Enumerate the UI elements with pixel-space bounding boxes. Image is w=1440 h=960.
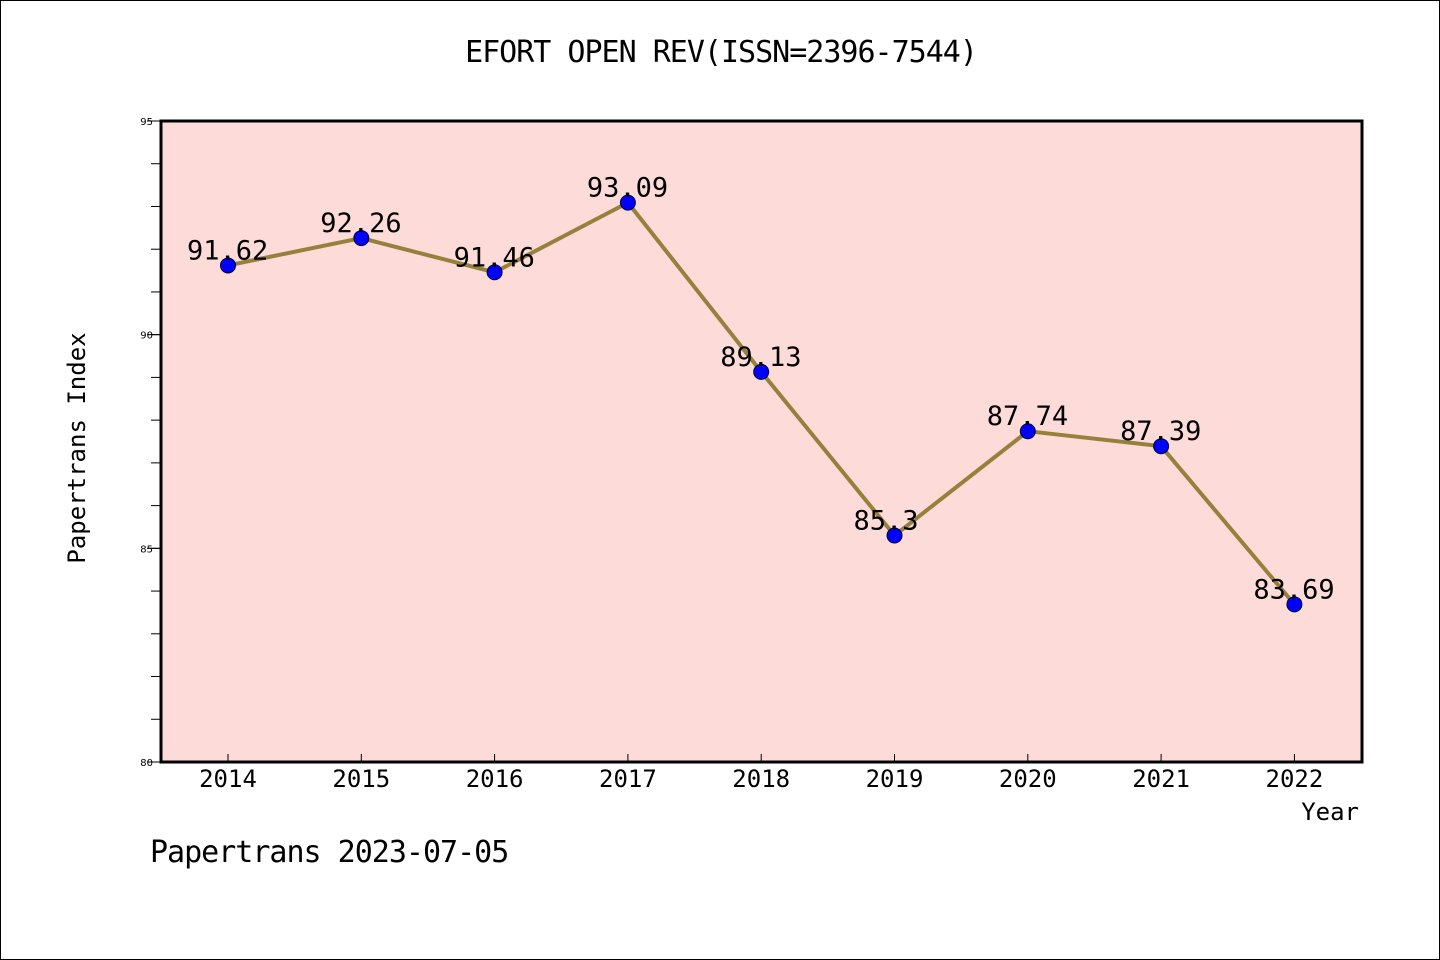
data-value-label: 85.3 (854, 506, 919, 537)
y-tick-label: 95 (140, 117, 153, 128)
x-tick-label: 2021 (1132, 765, 1190, 793)
data-point-marker (220, 257, 236, 274)
x-tick-label: 2017 (599, 765, 657, 793)
data-value-label: 89.13 (720, 342, 801, 373)
data-point-marker (886, 527, 903, 544)
data-value-label: 91.62 (187, 235, 268, 266)
plot-frame (159, 119, 1364, 764)
data-value-label: 93.09 (587, 173, 668, 204)
data-value-label: 87.39 (1120, 416, 1201, 447)
data-point-marker (486, 264, 503, 281)
data-labels-group: 91.62 92.26 91.46 93.09 89.13 85.3 87.74 87.39 8… (187, 173, 1335, 606)
data-point-marker (1019, 423, 1036, 440)
chart-title: EFORT OPEN REV(ISSN=2396-7544) (465, 35, 978, 70)
y-tick-label: 90 (140, 331, 153, 342)
x-tick-label: 2016 (466, 765, 524, 793)
data-point-marker (619, 194, 636, 211)
y-axis-label: Papertrans Index (63, 332, 91, 564)
data-point-marker (753, 363, 770, 380)
x-tick-label: 2020 (999, 765, 1057, 793)
x-tick-label: 2015 (332, 765, 390, 793)
data-point-marker (1286, 596, 1303, 613)
x-tick-label: 2018 (732, 765, 790, 793)
data-value-label: 92.26 (320, 208, 401, 239)
data-value-label: 87.74 (987, 401, 1068, 432)
x-axis-ticks: 2014 2015 2016 2017 2018 2019 2020 2021 2022 (199, 754, 1323, 793)
data-value-label: 91.46 (454, 242, 535, 273)
y-tick-label: 80 (140, 758, 153, 769)
data-point-marker (353, 230, 370, 247)
y-tick-label: 85 (140, 544, 153, 555)
footer-note: Papertrans 2023-07-05 (150, 835, 509, 870)
x-axis-label: Year (1301, 798, 1359, 826)
x-tick-label: 2019 (866, 765, 924, 793)
data-point-marker (1153, 438, 1170, 455)
markers-group (220, 194, 1303, 613)
x-tick-label: 2022 (1266, 765, 1324, 793)
x-tick-label: 2014 (199, 765, 257, 793)
y-axis-ticks: 80 85 90 95 (140, 117, 161, 769)
data-value-label: 83.69 (1253, 574, 1334, 605)
